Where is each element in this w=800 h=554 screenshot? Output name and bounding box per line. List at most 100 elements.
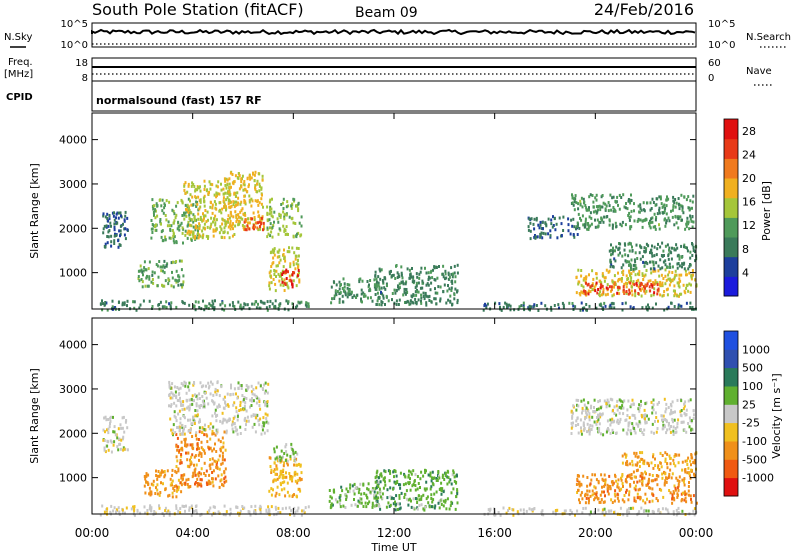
power-cell <box>579 308 582 312</box>
velocity-cell <box>224 475 227 479</box>
velocity-cell <box>671 472 674 476</box>
velocity-cell <box>245 409 248 413</box>
power-cell <box>683 245 685 249</box>
velocity-cell <box>642 433 645 436</box>
power-cell <box>227 225 230 229</box>
velocity-cell <box>671 501 674 505</box>
velocity-cell <box>607 400 610 404</box>
power-cell <box>668 248 670 252</box>
power-cell <box>650 207 653 210</box>
power-cell <box>405 288 408 291</box>
power-cell <box>537 223 540 227</box>
velocity-cell <box>196 484 199 488</box>
velocity-cell <box>214 411 216 415</box>
power-cell <box>181 201 184 205</box>
velocity-cell <box>282 464 285 468</box>
power-cell <box>138 306 141 310</box>
power-cell <box>598 204 601 208</box>
velocity-cell <box>552 510 555 514</box>
velocity-cell <box>622 513 625 517</box>
power-cell <box>688 282 691 286</box>
velocity-cell <box>669 468 672 472</box>
power-cell <box>607 201 610 204</box>
power-cell <box>411 267 413 270</box>
power-cell <box>297 300 300 304</box>
velocity-cell <box>207 386 210 390</box>
velocity-cell <box>224 400 227 404</box>
velocity-cell <box>167 509 170 513</box>
velocity-cell <box>407 475 410 479</box>
power-cell <box>272 278 275 281</box>
power-cell <box>412 301 415 305</box>
power-cell <box>448 287 451 291</box>
power-cell <box>161 305 164 309</box>
velocity-cell <box>264 412 267 416</box>
power-cell <box>332 280 335 284</box>
velocity-cell <box>681 509 684 513</box>
velocity-cell <box>195 431 198 435</box>
power-y-tick-label: 1000 <box>59 267 87 280</box>
velocity-cell <box>196 442 199 446</box>
power-cell <box>175 305 178 309</box>
power-cell <box>408 268 411 272</box>
power-cell <box>643 261 646 265</box>
velocity-cell <box>638 459 641 463</box>
power-cell <box>135 308 138 312</box>
velocity-cell <box>304 506 307 510</box>
velocity-cell <box>692 509 695 513</box>
power-cell <box>634 289 637 293</box>
velocity-cell <box>623 452 626 456</box>
velocity-cell <box>662 423 665 427</box>
velocity-cell <box>403 492 406 496</box>
power-cell <box>629 201 632 205</box>
power-cell <box>162 269 164 273</box>
power-cell <box>614 259 617 263</box>
velocity-cell <box>113 425 116 429</box>
velocity-cell <box>673 491 676 495</box>
power-cell <box>639 257 642 261</box>
power-cell <box>601 194 604 197</box>
velocity-cell <box>451 473 454 477</box>
power-cell <box>446 289 449 293</box>
power-cell <box>562 215 565 219</box>
velocity-cell <box>258 398 261 402</box>
power-cell <box>628 291 631 295</box>
velocity-cell <box>159 472 162 476</box>
velocity-cell <box>185 451 187 455</box>
power-cell <box>622 285 625 289</box>
velocity-cell <box>572 421 574 425</box>
power-cell <box>641 287 644 291</box>
power-cell <box>163 206 166 210</box>
power-cell <box>277 272 280 276</box>
beam-label: Beam 09 <box>355 5 418 21</box>
velocity-cell <box>695 501 698 505</box>
power-cell <box>535 218 538 222</box>
velocity-cell <box>668 421 670 425</box>
velocity-cell <box>669 462 672 466</box>
power-cell <box>547 232 550 236</box>
velocity-cell <box>103 439 106 442</box>
power-cell <box>447 298 450 302</box>
velocity-cell <box>295 494 298 498</box>
velocity-cell <box>590 428 593 431</box>
power-cell <box>649 208 652 212</box>
power-cell <box>588 304 591 308</box>
power-cell <box>667 277 670 281</box>
velocity-cell <box>216 381 219 385</box>
velocity-cell <box>672 462 675 466</box>
velocity-cell <box>609 485 612 488</box>
velocity-cell <box>213 459 216 463</box>
velocity-cell <box>106 507 109 511</box>
power-cell <box>689 217 692 221</box>
velocity-cell <box>633 426 636 430</box>
power-cell <box>247 185 250 189</box>
velocity-cell <box>279 470 282 474</box>
velocity-cell <box>644 417 646 421</box>
power-cell <box>610 288 613 292</box>
velocity-cell <box>273 461 276 465</box>
power-cell <box>685 273 688 277</box>
velocity-cell <box>195 463 198 467</box>
velocity-cell <box>599 399 601 403</box>
power-cell <box>351 296 354 299</box>
